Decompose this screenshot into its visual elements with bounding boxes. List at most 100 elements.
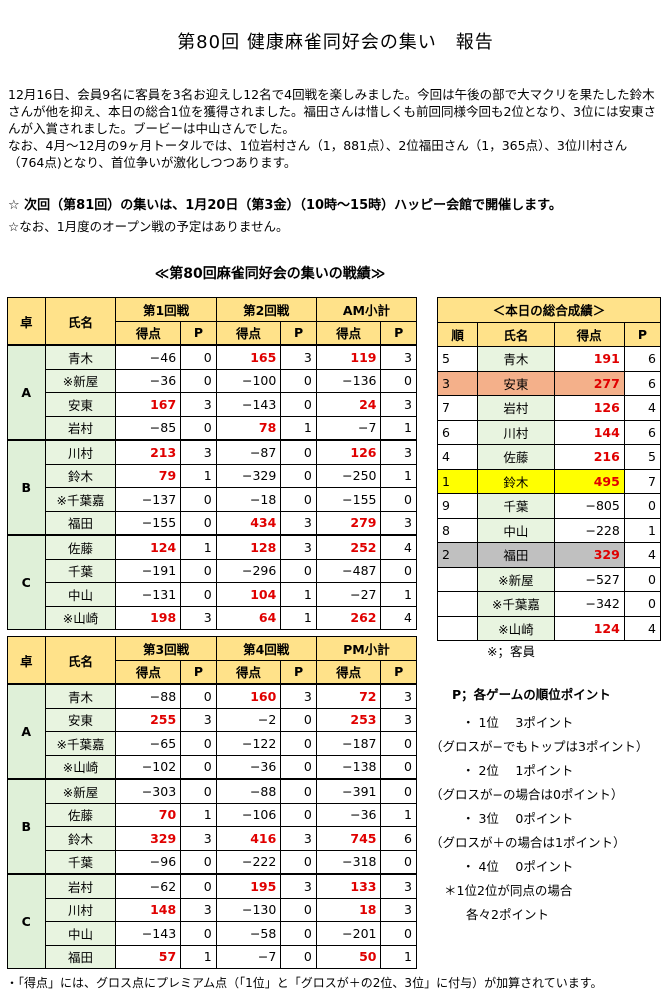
- subtotal-point-cell: 0: [380, 921, 417, 946]
- player-name: 川村: [44, 439, 117, 465]
- rank-cell: 7: [436, 395, 479, 421]
- legend-line: ・ 1位 3ポイント: [462, 715, 574, 730]
- score-cell: −137: [115, 487, 182, 512]
- total-score-cell: −342: [553, 591, 625, 617]
- subtotal-point-cell: 1: [380, 582, 417, 607]
- score-cell: 213: [115, 439, 182, 465]
- subtotal-score-cell: 18: [315, 897, 382, 922]
- overall-ranking-table: ＜本日の総合成績＞ 順 氏名 得点 P 5 青木 191 6 3 安東 277 6 7 岩村 126…: [436, 297, 662, 641]
- table-row: ※千葉嘉 −65 0 −122 0 −187 0: [8, 731, 417, 756]
- table-row: A 青木 −88 0 160 3 72 3: [7, 683, 417, 780]
- score-cell: 57: [115, 944, 182, 969]
- table-row: B 川村 213 3 −87 0 126 3: [7, 439, 417, 536]
- subtotal-point-cell: 3: [380, 510, 417, 536]
- rank-cell: 5: [436, 346, 479, 372]
- point-cell: 3: [280, 873, 317, 899]
- score-cell: −85: [115, 415, 182, 441]
- subtotal-point-cell: 0: [380, 487, 417, 512]
- subtotal-score-cell: −7: [315, 415, 382, 441]
- score-cell: −88: [215, 778, 282, 804]
- table-row: ※千葉嘉 −137 0 −18 0 −155 0: [8, 487, 417, 512]
- score-cell: −46: [115, 344, 182, 370]
- score-cell: −58: [215, 921, 282, 946]
- total-score-cell: 144: [553, 419, 625, 445]
- legend-line: ・ 3位 0ポイント: [462, 811, 574, 826]
- subtotal-point-cell: 0: [380, 754, 417, 780]
- subtotal-score-cell: 262: [315, 605, 382, 630]
- subtotal-score-cell: 279: [315, 510, 382, 536]
- page-title: 第80回 健康麻雀同好会の集い 報告: [177, 32, 494, 53]
- score-cell: −296: [215, 558, 282, 583]
- point-cell: 0: [180, 921, 217, 946]
- player-name: 佐藤: [44, 802, 117, 827]
- player-name: 中山: [44, 582, 117, 607]
- player-name: 鈴木: [44, 826, 117, 851]
- table-row: 福田 57 1 −7 0 50 1: [8, 944, 417, 969]
- legend-line: ・ 4位 0ポイント: [462, 859, 574, 874]
- table-row: 中山 −143 0 −58 0 −201 0: [8, 921, 417, 946]
- player-name: 佐藤: [44, 534, 117, 560]
- legend-line: 各々2ポイント: [466, 907, 549, 922]
- subtotal-point-cell: 3: [380, 344, 417, 370]
- total-score-cell: −527: [553, 566, 625, 592]
- score-cell: −130: [215, 897, 282, 922]
- point-cell: 0: [280, 392, 317, 417]
- ranking-row: 1 鈴木 495 7: [436, 468, 662, 494]
- subtotal-score-cell: 24: [315, 392, 382, 417]
- player-name: ※千葉嘉: [44, 487, 117, 512]
- subtotal-point-cell: 1: [380, 463, 417, 488]
- score-cell: −7: [215, 944, 282, 969]
- subtotal-score-cell: −391: [315, 778, 382, 804]
- name-header: 氏名: [477, 321, 555, 347]
- score-cell: −96: [115, 849, 182, 875]
- point-cell: 1: [280, 582, 317, 607]
- ranking-row: ※千葉嘉 −342 0: [436, 591, 662, 617]
- score-cell: −131: [115, 582, 182, 607]
- score-cell: −191: [115, 558, 182, 583]
- score-cell: −87: [215, 439, 282, 465]
- ranking-row: 2 福田 329 4: [436, 542, 662, 568]
- score-cell: 165: [215, 344, 282, 370]
- point-cell: 0: [180, 582, 217, 607]
- player-name: 青木: [44, 683, 117, 709]
- score-header: 得点: [115, 320, 182, 346]
- subtotal-point-cell: 1: [380, 415, 417, 441]
- player-name: 岩村: [44, 873, 117, 899]
- total-score-cell: 216: [553, 444, 625, 470]
- subtotal-score-cell: 72: [315, 683, 382, 709]
- total-point-cell: 6: [623, 370, 662, 396]
- score-cell: 255: [115, 707, 182, 732]
- point-cell: 1: [180, 944, 217, 969]
- point-header: P: [280, 320, 317, 346]
- table-row: 鈴木 329 3 416 3 745 6: [8, 826, 417, 851]
- point-cell: 1: [180, 802, 217, 827]
- point-cell: 0: [180, 731, 217, 756]
- total-point-cell: 1: [623, 517, 662, 543]
- point-cell: 0: [280, 754, 317, 780]
- score-cell: −36: [115, 368, 182, 393]
- point-cell: 0: [280, 849, 317, 875]
- player-name: 安東: [477, 370, 555, 396]
- table-row: C 佐藤 124 1 128 3 252 4: [7, 534, 417, 630]
- pm-subtotal-header: PM小計: [315, 636, 418, 661]
- point-cell: 3: [180, 392, 217, 417]
- point-cell: 0: [180, 683, 217, 709]
- subtotal-score-cell: −318: [315, 849, 382, 875]
- point-cell: 3: [180, 707, 217, 732]
- total-score-cell: 191: [553, 346, 625, 372]
- point-header: P: [280, 659, 317, 685]
- guest-note: ※；客員: [487, 644, 535, 659]
- total-score-cell: 277: [553, 370, 625, 396]
- total-point-cell: 0: [623, 566, 662, 592]
- point-cell: 1: [180, 534, 217, 560]
- rank-cell: 8: [436, 517, 479, 543]
- subtotal-point-cell: 4: [380, 605, 417, 630]
- score-cell: −100: [215, 368, 282, 393]
- legend-line: （グロスが−の場合は0ポイント）: [430, 787, 624, 802]
- point-cell: 3: [280, 510, 317, 536]
- point-cell: 3: [280, 683, 317, 709]
- point-cell: 0: [280, 463, 317, 488]
- score-cell: 160: [215, 683, 282, 709]
- rank-cell: [436, 591, 479, 617]
- subtotal-score-cell: 745: [315, 826, 382, 851]
